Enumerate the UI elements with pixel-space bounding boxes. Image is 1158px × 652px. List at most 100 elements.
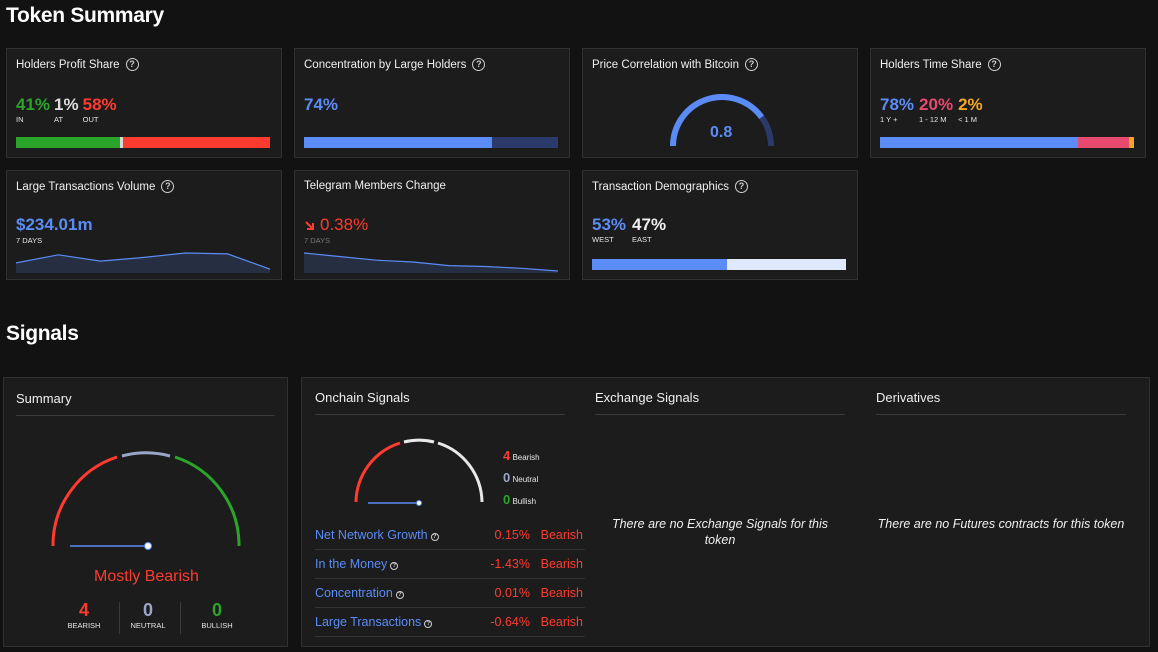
btc-correlation-card: Price Correlation with Bitcoin ? 0.8 — [582, 48, 858, 158]
gauge-bullish-arc — [174, 455, 241, 547]
concentration-bar — [304, 137, 558, 148]
tx-demographics-title: Transaction Demographics — [592, 180, 729, 193]
summary-bearish-label: BEARISH — [67, 621, 101, 630]
onchain-legend: 4 Bearish 0 Neutral 0 Bullish — [503, 446, 540, 512]
onchain-neutral-count: 0 — [503, 470, 511, 485]
signal-value: -1.43% — [490, 557, 530, 571]
signal-row-concentration[interactable]: Concentration? 0.01% Bearish — [315, 579, 585, 608]
onchain-gauge — [354, 438, 484, 506]
tx-east-segment — [726, 259, 846, 270]
time-long-segment — [880, 137, 1079, 148]
help-icon[interactable]: ? — [472, 58, 486, 71]
time-long-value: 78% — [880, 95, 915, 114]
onchain-pivot — [416, 500, 422, 506]
large-tx-volume-sparkline-line — [16, 252, 270, 270]
summary-title: Summary — [16, 391, 72, 406]
telegram-change-card: Telegram Members Change 0.38% 7 DAYS — [294, 170, 570, 280]
large-tx-volume-value: $234.01m — [16, 215, 93, 234]
summary-bullish-count: 0 — [211, 600, 222, 620]
onchain-bearish-arc — [354, 441, 401, 503]
signal-row-in-the-money[interactable]: In the Money? -1.43% Bearish — [315, 550, 585, 579]
signal-label: Bearish — [540, 615, 583, 629]
signals-summary-panel: Summary Mostly Bearish 4 BEARISH 0 NEUTR… — [3, 377, 288, 647]
large-tx-volume-period: 7 DAYS — [16, 236, 43, 245]
signals-title: Signals — [6, 322, 79, 345]
signal-label: Bearish — [540, 528, 583, 542]
time-mid-value: 20% — [919, 95, 954, 114]
onchain-bearish-count: 4 — [503, 448, 511, 463]
signal-name[interactable]: Large Transactions — [315, 615, 422, 629]
concentration-card: Concentration by Large Holders ? 74% — [294, 48, 570, 158]
holders-profit-share-card: Holders Profit Share ? 41% IN 1% AT 58% … — [6, 48, 282, 158]
onchain-bullish-label: Bullish — [512, 497, 537, 506]
signal-value: 0.15% — [494, 528, 530, 542]
large-tx-volume-title: Large Transactions Volume — [16, 180, 156, 193]
tx-west-value: 53% — [592, 215, 627, 234]
signal-value: -0.64% — [490, 615, 530, 629]
holders-time-share-title: Holders Time Share — [880, 58, 982, 71]
summary-bullish-label: BULLISH — [201, 621, 233, 630]
onchain-neutral-arc — [403, 438, 435, 444]
signal-label: Bearish — [540, 586, 583, 600]
telegram-change-value: 0.38% — [320, 215, 369, 234]
gauge-neutral-arc — [121, 451, 171, 458]
help-icon[interactable]: ? — [125, 58, 139, 71]
arrow-down-right-icon — [305, 220, 314, 230]
gauge-fill — [670, 94, 765, 147]
btc-correlation-title: Price Correlation with Bitcoin — [592, 58, 740, 71]
telegram-change-period: 7 DAYS — [304, 236, 331, 245]
holders-time-share-card: Holders Time Share ? 78% 1 Y + 20% 1 - 1… — [870, 48, 1146, 158]
onchain-title: Onchain Signals — [315, 390, 410, 405]
profit-out-value: 58% — [82, 95, 117, 114]
time-short-label: < 1 M — [958, 115, 978, 124]
profit-at-value: 1% — [54, 95, 79, 114]
exchange-title: Exchange Signals — [595, 390, 700, 405]
help-icon[interactable]: ? — [424, 620, 433, 628]
help-icon[interactable]: ? — [390, 562, 399, 570]
tx-east-label: EAST — [632, 235, 652, 244]
tx-east-value: 47% — [632, 215, 667, 234]
gauge-bearish-arc — [51, 455, 118, 547]
help-icon[interactable]: ? — [161, 180, 175, 193]
time-share-bar — [880, 137, 1134, 148]
tx-demographics-card: Transaction Demographics ? 53% WEST 47% … — [582, 170, 858, 280]
summary-bearish-count: 4 — [78, 600, 89, 620]
token-summary-title: Token Summary — [6, 4, 164, 27]
holders-profit-share-title: Holders Profit Share — [16, 58, 120, 71]
telegram-change-sparkline-area — [304, 253, 558, 273]
onchain-neutral-label: Neutral — [512, 475, 539, 484]
summary-verdict: Mostly Bearish — [94, 568, 199, 585]
profit-at-label: AT — [54, 115, 64, 124]
onchain-bullish-arc — [437, 441, 484, 503]
concentration-title: Concentration by Large Holders — [304, 58, 467, 71]
btc-correlation-gauge — [670, 94, 774, 147]
onchain-bullish-count: 0 — [503, 492, 511, 507]
derivatives-empty-message: There are no Futures contracts for this … — [877, 517, 1125, 531]
help-icon[interactable]: ? — [745, 58, 759, 71]
help-icon[interactable]: ? — [395, 591, 404, 599]
signal-name[interactable]: In the Money — [315, 557, 388, 571]
profit-in-label: IN — [16, 115, 24, 124]
help-icon[interactable]: ? — [987, 58, 1001, 71]
profit-at-segment — [120, 137, 123, 148]
concentration-fill — [304, 137, 492, 148]
summary-gauge — [51, 451, 241, 550]
time-short-segment — [1128, 137, 1134, 148]
telegram-change-sparkline — [304, 252, 558, 273]
time-mid-segment — [1078, 137, 1129, 148]
help-icon[interactable]: ? — [735, 180, 748, 193]
large-tx-volume-sparkline — [16, 252, 270, 273]
telegram-change-title: Telegram Members Change — [304, 180, 446, 192]
signal-name[interactable]: Net Network Growth — [315, 528, 428, 542]
signal-row-net-network-growth[interactable]: Net Network Growth? 0.15% Bearish — [315, 521, 585, 550]
btc-correlation-value: 0.8 — [710, 124, 733, 141]
signal-name[interactable]: Concentration — [315, 586, 393, 600]
help-icon[interactable]: ? — [430, 533, 439, 541]
signal-label: Bearish — [540, 557, 583, 571]
signal-row-large-transactions[interactable]: Large Transactions? -0.64% Bearish — [315, 608, 585, 637]
time-short-value: 2% — [958, 95, 983, 114]
summary-neutral-label: NEUTRAL — [130, 621, 166, 630]
summary-neutral-count: 0 — [142, 600, 153, 620]
derivatives-title: Derivatives — [876, 390, 941, 405]
profit-out-label: OUT — [82, 115, 99, 124]
